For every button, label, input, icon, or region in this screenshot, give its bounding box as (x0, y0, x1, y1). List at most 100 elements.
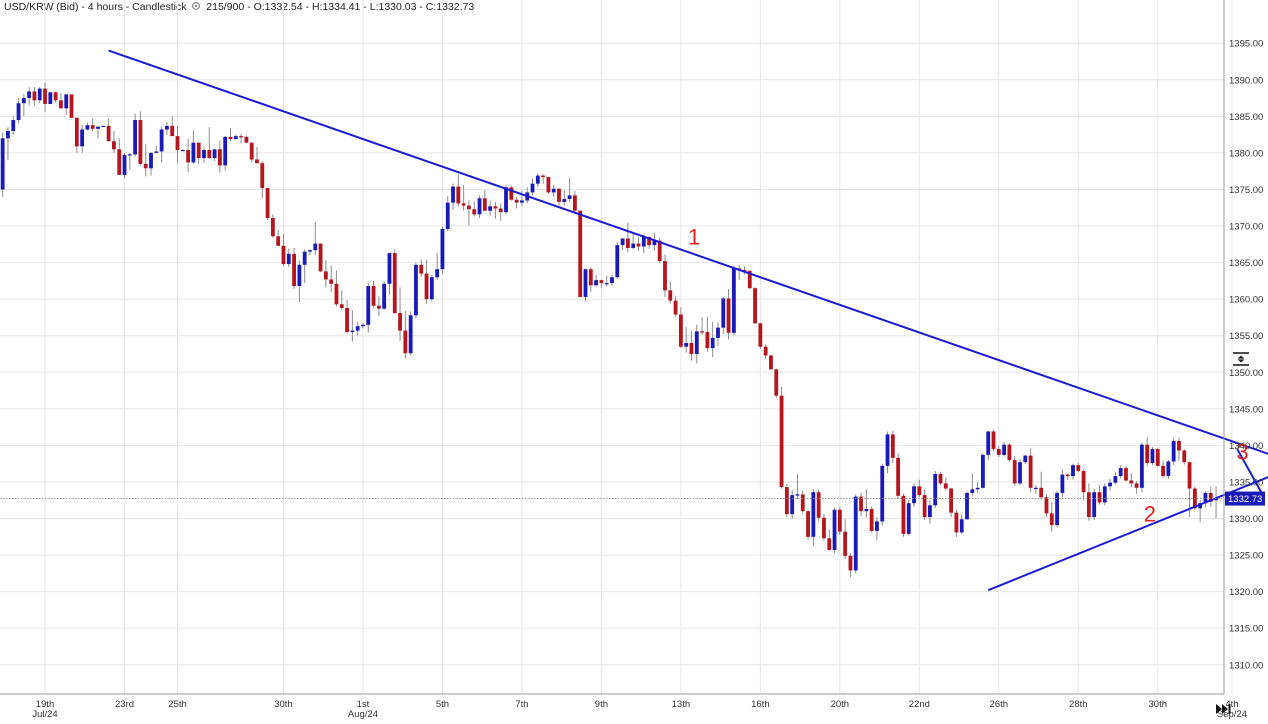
y-tick-label: 1320.00 (1229, 587, 1263, 598)
candle-down (625, 238, 630, 248)
candle-down (1187, 462, 1192, 489)
candle-down (143, 163, 148, 169)
candle-down (270, 218, 275, 237)
candle-up (906, 503, 911, 534)
x-tick-label: 22nd (909, 699, 930, 710)
candle-up (790, 495, 795, 515)
candle-down (1134, 483, 1139, 488)
candle-up (80, 129, 85, 147)
candle-up (366, 286, 371, 325)
candle-down (217, 149, 222, 166)
last-price-badge (1225, 491, 1265, 506)
candle-down (329, 279, 334, 284)
y-tick-label: 1345.00 (1229, 404, 1263, 415)
candle-down (689, 343, 694, 354)
candle-down (1129, 480, 1134, 484)
candle-up (880, 465, 885, 522)
candle-up (970, 489, 975, 493)
candle-up (11, 120, 16, 131)
candle-up (96, 126, 100, 129)
candle-up (154, 151, 159, 153)
candle-down (769, 355, 773, 370)
candle-down (53, 92, 58, 101)
candle-up (1118, 468, 1123, 477)
candle-down (837, 509, 842, 532)
candle-up (1113, 476, 1118, 483)
candle-up (122, 155, 127, 175)
settings-icon[interactable] (191, 1, 201, 11)
y-tick-label: 1330.00 (1229, 514, 1263, 525)
y-tick-label: 1315.00 (1229, 624, 1263, 635)
candle-up (721, 298, 726, 328)
candle-up (928, 505, 932, 518)
y-tick-label: 1310.00 (1229, 660, 1263, 671)
annotations: 1 2 3 (688, 224, 1249, 526)
candle-down (822, 517, 826, 539)
candle-up (297, 264, 302, 286)
candle-down (514, 199, 519, 203)
candle-down (869, 509, 874, 531)
candle-down (1124, 468, 1128, 481)
candle-up (350, 330, 355, 333)
candle-down (112, 141, 116, 150)
annotation-label: 3 (1236, 439, 1248, 464)
candle-down (991, 431, 996, 450)
vertical-fit-button[interactable] (1231, 350, 1251, 368)
x-tick-label: 19th (36, 699, 55, 710)
candle-down (1145, 444, 1150, 463)
candle-down (890, 434, 895, 458)
candle-up (933, 473, 938, 506)
x-tick-label: 30th (274, 699, 293, 710)
candle-up (165, 125, 169, 130)
candle-down (917, 486, 922, 496)
candle-down (599, 280, 604, 284)
y-tick-label: 1350.00 (1229, 368, 1263, 379)
candle-down (678, 314, 683, 347)
candle-down (498, 208, 503, 213)
candle-up (535, 175, 540, 184)
candle-down (1076, 465, 1081, 471)
scroll-to-end-button[interactable] (1213, 701, 1233, 717)
candle-up (981, 454, 985, 488)
candle-up (445, 202, 450, 229)
candle-down (647, 237, 651, 246)
candle-down (949, 488, 954, 513)
candle-down (467, 205, 471, 210)
y-tick-label: 1375.00 (1229, 185, 1263, 196)
candle-down (800, 494, 805, 512)
candle-up (286, 253, 291, 265)
candle-up (477, 198, 482, 215)
candle-up (864, 509, 869, 512)
candle-down (196, 142, 201, 159)
candle-down (1097, 492, 1102, 503)
candle-down (398, 313, 402, 331)
candle-down (371, 286, 376, 306)
annotation-label: 2 (1144, 501, 1156, 526)
candle-up (731, 268, 736, 333)
candle-up (604, 283, 609, 285)
y-tick-label: 1370.00 (1229, 222, 1263, 233)
candle-down (557, 188, 561, 202)
candle-down (779, 395, 784, 488)
symbol-title: USD/KRW (Bid) - 4 hours - Candlestick (4, 1, 187, 13)
candle-down (901, 495, 906, 534)
candle-down (117, 149, 122, 175)
candle-down (138, 120, 143, 164)
candle-down (318, 243, 323, 272)
candle-up (1203, 492, 1208, 504)
candle-down (726, 298, 731, 333)
y-tick-label: 1365.00 (1229, 258, 1263, 269)
candle-up (615, 245, 620, 278)
y-tick-label: 1390.00 (1229, 75, 1263, 86)
candle-down (546, 177, 551, 193)
candle-down (753, 288, 757, 324)
candle-up (1108, 482, 1112, 487)
x-tick-label: 4th (1225, 699, 1238, 710)
candle-down (249, 142, 254, 160)
candle-down (1081, 470, 1086, 493)
y-tick-label: 1335.00 (1229, 477, 1263, 488)
candle-down (943, 483, 948, 489)
candle-up (212, 149, 217, 159)
